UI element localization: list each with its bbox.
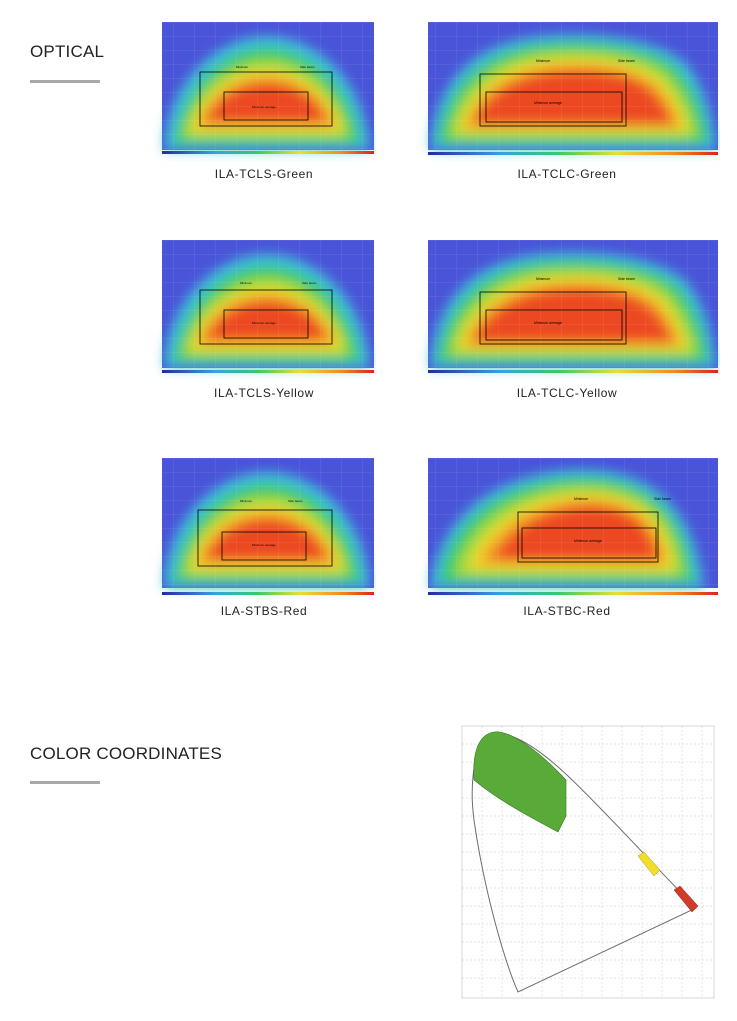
label-minimum: Minimum	[536, 277, 550, 281]
label-min-average: Minimum average	[252, 105, 276, 109]
caption-stbc-red: ILA-STBC-Red	[523, 604, 611, 618]
label-side-beam: Side beam	[288, 499, 303, 503]
label-min-average: Minimum average	[252, 321, 276, 325]
label-min-average: Minimum average	[252, 543, 276, 547]
label-side-beam: Side beam	[618, 59, 635, 63]
label-side-beam: Side beam	[302, 281, 317, 285]
label-minimum: Minimum	[574, 497, 588, 501]
green-region	[473, 731, 567, 833]
label-min-average: Minimum average	[574, 539, 602, 543]
heatmap-tclc-yellow: Minimum Side beam Minimum average	[414, 240, 720, 380]
caption-tcls-green: ILA-TCLS-Green	[214, 167, 314, 181]
optical-heading: OPTICAL	[30, 42, 105, 61]
red-region	[673, 885, 699, 913]
label-side-beam: Side beam	[618, 277, 635, 281]
color-coordinates-divider	[30, 781, 100, 784]
chromaticity-diagram	[448, 720, 720, 1010]
label-minimum: Minimum	[536, 59, 550, 63]
label-minimum: Minimum	[236, 65, 249, 69]
heatmap-tcls-green: Minimum Side beam Minimum average	[152, 22, 376, 162]
heatmap-stbs-red: Minimum Side beam Minimum average	[152, 458, 376, 600]
heatmap-stbc-red: Minimum Side beam Minimum average	[414, 458, 720, 600]
label-min-average: Minimum average	[534, 101, 562, 105]
caption-tclc-green: ILA-TCLC-Green	[517, 167, 617, 181]
heatmap-tcls-yellow: Minimum Side beam Minimum average	[152, 240, 376, 380]
caption-tcls-yellow: ILA-TCLS-Yellow	[214, 386, 314, 400]
caption-tclc-yellow: ILA-TCLC-Yellow	[516, 386, 618, 400]
label-minimum: Minimum	[240, 281, 253, 285]
label-side-beam: Side beam	[300, 65, 315, 69]
label-min-average: Minimum average	[534, 321, 562, 325]
yellow-region	[637, 851, 661, 877]
label-side-beam: Side beam	[654, 497, 671, 501]
label-minimum: Minimum	[240, 499, 253, 503]
caption-stbs-red: ILA-STBS-Red	[220, 604, 308, 618]
optical-divider	[30, 80, 100, 83]
heatmap-tclc-green: Minimum Side beam Minimum average	[414, 22, 720, 162]
color-coordinates-heading: COLOR COORDINATES	[30, 744, 222, 763]
